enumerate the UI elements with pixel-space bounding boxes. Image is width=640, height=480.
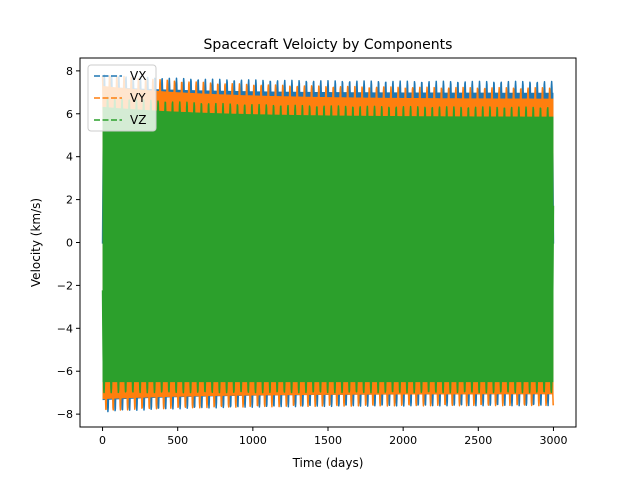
y-axis: −8 −6 −4 −2 0 2 4 6 8 xyxy=(57,65,80,421)
axes-frame xyxy=(79,57,577,428)
y-tick-label: −2 xyxy=(57,279,73,292)
x-tick-label: 0 xyxy=(99,434,106,447)
y-tick-label: −8 xyxy=(57,408,73,421)
legend-label-vx: VX xyxy=(130,69,146,83)
legend: VX VY VZ xyxy=(87,64,157,132)
x-tick-label: 1000 xyxy=(239,434,267,447)
chart-title: Spacecraft Veloicty by Components xyxy=(204,37,453,53)
y-tick-label: −4 xyxy=(57,322,73,335)
y-tick-label: 0 xyxy=(66,237,73,250)
x-tick-label: 500 xyxy=(167,434,188,447)
x-tick-label: 2000 xyxy=(389,434,417,447)
legend-label-vy: VY xyxy=(130,91,146,105)
y-axis-label: Velocity (km/s) xyxy=(29,198,43,287)
x-tick-label: 3000 xyxy=(539,434,567,447)
y-tick-label: 6 xyxy=(66,108,73,121)
plot-area xyxy=(101,74,555,413)
y-tick-label: 4 xyxy=(66,151,73,164)
legend-label-vz: VZ xyxy=(130,113,146,127)
y-tick-label: −6 xyxy=(57,365,73,378)
y-tick-label: 2 xyxy=(66,194,73,207)
x-axis-label: Time (days) xyxy=(292,456,364,470)
x-axis: 0 500 1000 1500 2000 2500 3000 xyxy=(99,427,567,447)
x-tick-label: 2500 xyxy=(464,434,492,447)
x-tick-label: 1500 xyxy=(314,434,342,447)
series-band-vz xyxy=(102,106,554,383)
y-tick-label: 8 xyxy=(66,65,73,78)
